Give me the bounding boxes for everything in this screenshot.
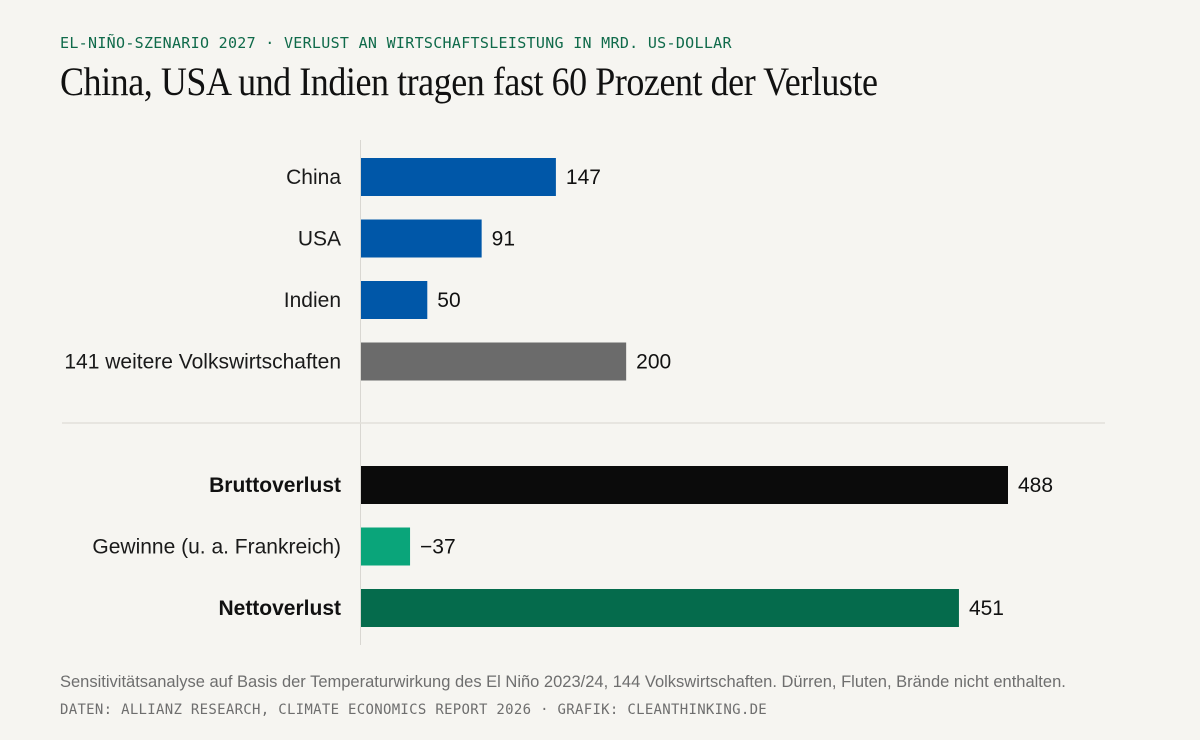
value-label: 147 — [566, 166, 601, 189]
value-label: −37 — [420, 536, 456, 559]
footnote: Sensitivitätsanalyse auf Basis der Tempe… — [60, 673, 1066, 691]
category-label: Bruttoverlust — [209, 474, 341, 497]
bar-1-2 — [361, 589, 959, 627]
category-label: Nettoverlust — [218, 597, 341, 620]
value-label: 91 — [492, 228, 515, 251]
category-label: Indien — [284, 289, 341, 312]
chart-title: China, USA und Indien tragen fast 60 Pro… — [60, 59, 878, 104]
value-label: 451 — [969, 597, 1004, 620]
value-label: 200 — [636, 351, 671, 374]
source-credit: DATEN: ALLIANZ RESEARCH, CLIMATE ECONOMI… — [60, 702, 768, 718]
bar-0-2 — [361, 281, 428, 319]
category-label: China — [286, 166, 341, 189]
category-label: Gewinne (u. a. Frankreich) — [92, 536, 341, 559]
bar-chart: China 147 USA 91 Indien 50 141 weitere Volkswi… — [62, 140, 1105, 645]
category-label: 141 weitere Volkswirtschaften — [64, 351, 341, 374]
bar-0-0 — [361, 158, 556, 196]
value-label: 50 — [437, 289, 460, 312]
bar-1-0 — [361, 466, 1008, 504]
bar-0-1 — [361, 219, 482, 258]
category-label: USA — [298, 228, 341, 251]
value-label: 488 — [1018, 474, 1053, 497]
chart-kicker: EL-NIÑO-SZENARIO 2027 · VERLUST AN WIRTS… — [60, 34, 732, 52]
bar-1-1 — [361, 527, 411, 566]
bar-0-3 — [361, 342, 627, 381]
